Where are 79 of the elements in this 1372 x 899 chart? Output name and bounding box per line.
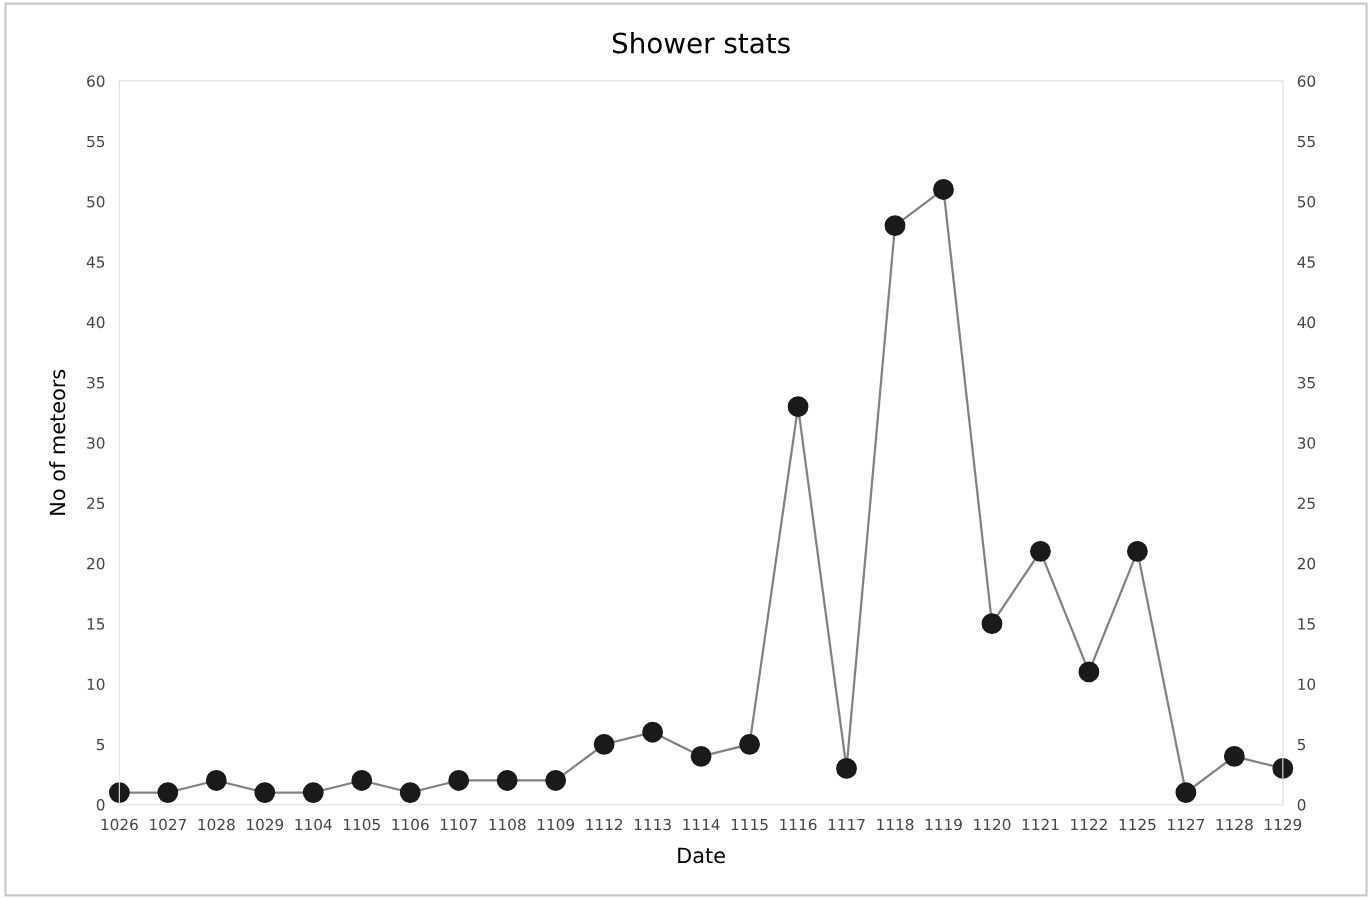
point <box>642 721 664 743</box>
point <box>1223 745 1245 767</box>
x-tick-label: 1118 <box>877 818 914 831</box>
y2-tick-label: 30 <box>1297 437 1316 449</box>
x-tick-label: 1112 <box>586 818 623 831</box>
y2-tick-label: 25 <box>1297 497 1315 510</box>
x-tick-label: 1117 <box>828 818 865 831</box>
x-tick-label: 1105 <box>343 818 380 831</box>
x-tick-label: 1127 <box>1168 818 1204 831</box>
y2-tick-label: 60 <box>1297 75 1316 87</box>
x-tick-label: 1122 <box>1071 818 1107 831</box>
point <box>1030 540 1051 562</box>
y-tick-label: 10 <box>87 678 105 691</box>
x-tick-label: 1128 <box>1216 818 1253 831</box>
x-tick-label: 1106 <box>392 818 429 831</box>
point <box>787 396 809 417</box>
y2-tick-label: 50 <box>1297 195 1316 208</box>
y-tick-label: 45 <box>86 256 105 268</box>
x-tick-label: 1129 <box>1265 818 1302 831</box>
point <box>1126 540 1148 562</box>
point <box>1078 661 1100 683</box>
y2-tick-label: 45 <box>1297 256 1315 268</box>
point <box>108 782 130 803</box>
point <box>933 179 954 200</box>
point <box>739 733 760 755</box>
y-tick-label: 60 <box>87 75 105 87</box>
point <box>302 782 324 803</box>
point <box>1175 782 1197 803</box>
x-tick-label: 1115 <box>731 818 768 831</box>
x-tick-label: 1125 <box>1119 818 1156 831</box>
y2-tick-label: 15 <box>1298 618 1315 630</box>
y2-tick-label: 40 <box>1297 316 1316 329</box>
x-tick-label: 1121 <box>1022 818 1059 831</box>
y2-tick-label: 10 <box>1298 678 1316 691</box>
point <box>399 782 421 803</box>
y-axis-title: No of meteors <box>49 369 66 515</box>
point <box>205 770 227 791</box>
x-tick-label: 1119 <box>925 818 962 831</box>
y-tick-label: 20 <box>87 557 105 570</box>
y-tick-label: 55 <box>87 135 105 148</box>
y-tick-label: 15 <box>87 618 105 630</box>
x-tick-label: 1027 <box>150 818 186 831</box>
y2-tick-label: 5 <box>1297 738 1306 751</box>
y2-tick-label: 0 <box>1297 799 1306 811</box>
x-axis-title: Date <box>678 847 725 864</box>
point <box>157 782 179 803</box>
x-tick-label: 1113 <box>634 818 671 831</box>
x-tick-label: 1114 <box>683 818 720 831</box>
x-tick-label: 1109 <box>537 818 575 831</box>
x-tick-label: 1116 <box>780 818 817 831</box>
y2-tick-label: 35 <box>1297 376 1315 389</box>
point <box>1272 758 1294 779</box>
y-tick-label: 30 <box>87 437 105 449</box>
x-tick-label: 1029 <box>247 818 284 831</box>
point <box>593 733 615 755</box>
y-tick-label: 40 <box>86 316 105 329</box>
point <box>690 745 712 767</box>
point <box>836 758 857 779</box>
x-tick-label: 1026 <box>101 818 138 831</box>
point <box>448 770 470 791</box>
y-tick-label: 35 <box>87 376 105 389</box>
x-tick-label: 1107 <box>440 818 477 831</box>
point <box>496 770 518 791</box>
point <box>545 770 567 791</box>
x-tick-label: 1104 <box>295 818 332 831</box>
x-tick-label: 1120 <box>974 818 1011 831</box>
y-tick-label: 0 <box>96 799 105 811</box>
y-tick-label: 25 <box>87 497 105 510</box>
y2-tick-label: 55 <box>1297 135 1315 148</box>
point <box>351 770 373 791</box>
x-tick-label: 1028 <box>198 818 235 831</box>
y-tick-label: 5 <box>96 738 105 751</box>
chart-title: Shower stats <box>612 32 790 54</box>
x-tick-label: 1108 <box>489 818 526 831</box>
y-tick-label: 50 <box>87 195 105 208</box>
point <box>981 613 1003 635</box>
point <box>254 782 276 803</box>
y2-tick-label: 20 <box>1297 557 1316 570</box>
point <box>884 215 906 237</box>
